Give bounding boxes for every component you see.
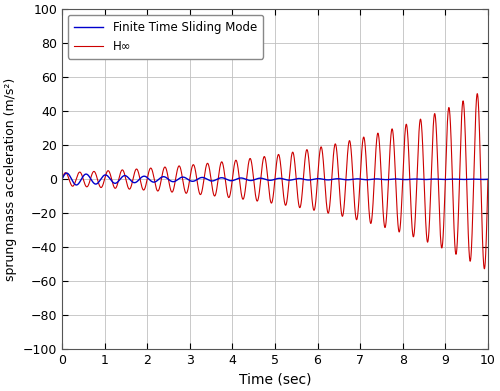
Finite Time Sliding Mode — [76, 180, 82, 185]
Legend: Finite Time Sliding Mode, H∞: Finite Time Sliding Mode, H∞ — [68, 15, 263, 59]
Finite Time Sliding Mode — [268, 178, 274, 183]
H∞ — [61, 172, 67, 177]
Finite Time Sliding Mode — [485, 177, 491, 182]
H∞ — [485, 177, 491, 182]
X-axis label: Time (sec): Time (sec) — [238, 373, 311, 387]
H∞ — [84, 184, 90, 189]
H∞ — [462, 134, 468, 139]
Finite Time Sliding Mode — [84, 172, 90, 177]
Finite Time Sliding Mode — [59, 177, 65, 182]
H∞ — [474, 91, 480, 96]
H∞ — [142, 184, 148, 189]
H∞ — [76, 170, 82, 174]
Y-axis label: sprung mass acceleration (m/s²): sprung mass acceleration (m/s²) — [4, 78, 17, 281]
Finite Time Sliding Mode — [462, 177, 468, 182]
H∞ — [482, 266, 488, 271]
Finite Time Sliding Mode — [74, 183, 80, 187]
Finite Time Sliding Mode — [64, 171, 70, 176]
Line: Finite Time Sliding Mode: Finite Time Sliding Mode — [62, 173, 488, 185]
Finite Time Sliding Mode — [61, 173, 67, 178]
H∞ — [59, 177, 65, 182]
Line: H∞: H∞ — [62, 94, 488, 269]
Finite Time Sliding Mode — [142, 174, 148, 179]
H∞ — [267, 197, 273, 202]
